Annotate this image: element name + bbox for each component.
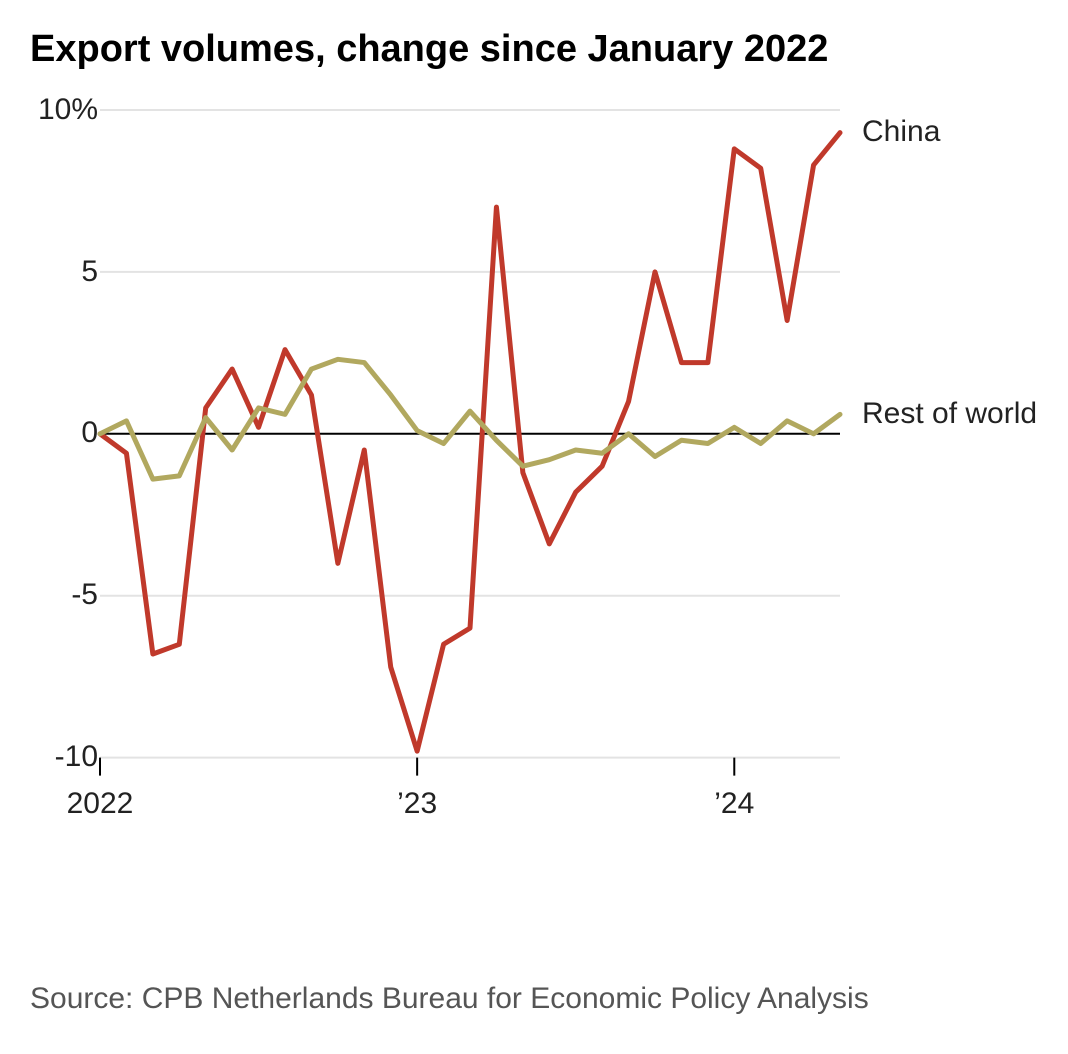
chart-source: Source: CPB Netherlands Bureau for Econo… bbox=[30, 977, 1038, 1021]
x-tick-label: ’23 bbox=[397, 757, 437, 821]
x-tick-label: ’24 bbox=[714, 757, 754, 821]
series-label-china: China bbox=[840, 115, 940, 149]
y-tick-label: 10% bbox=[28, 93, 100, 127]
chart-svg bbox=[100, 110, 840, 812]
series-line-china bbox=[100, 132, 840, 750]
x-tick-label: 2022 bbox=[67, 757, 134, 821]
y-tick-label: 0 bbox=[28, 416, 100, 450]
chart-title: Export volumes, change since January 202… bbox=[30, 28, 1038, 72]
y-tick-label: 5 bbox=[28, 255, 100, 289]
chart-plot-area: 10%50-5-102022’23’24ChinaRest of world bbox=[100, 110, 840, 790]
series-label-rest-of-world: Rest of world bbox=[840, 397, 1037, 431]
y-tick-label: -5 bbox=[28, 578, 100, 612]
series-line-rest-of-world bbox=[100, 359, 840, 479]
